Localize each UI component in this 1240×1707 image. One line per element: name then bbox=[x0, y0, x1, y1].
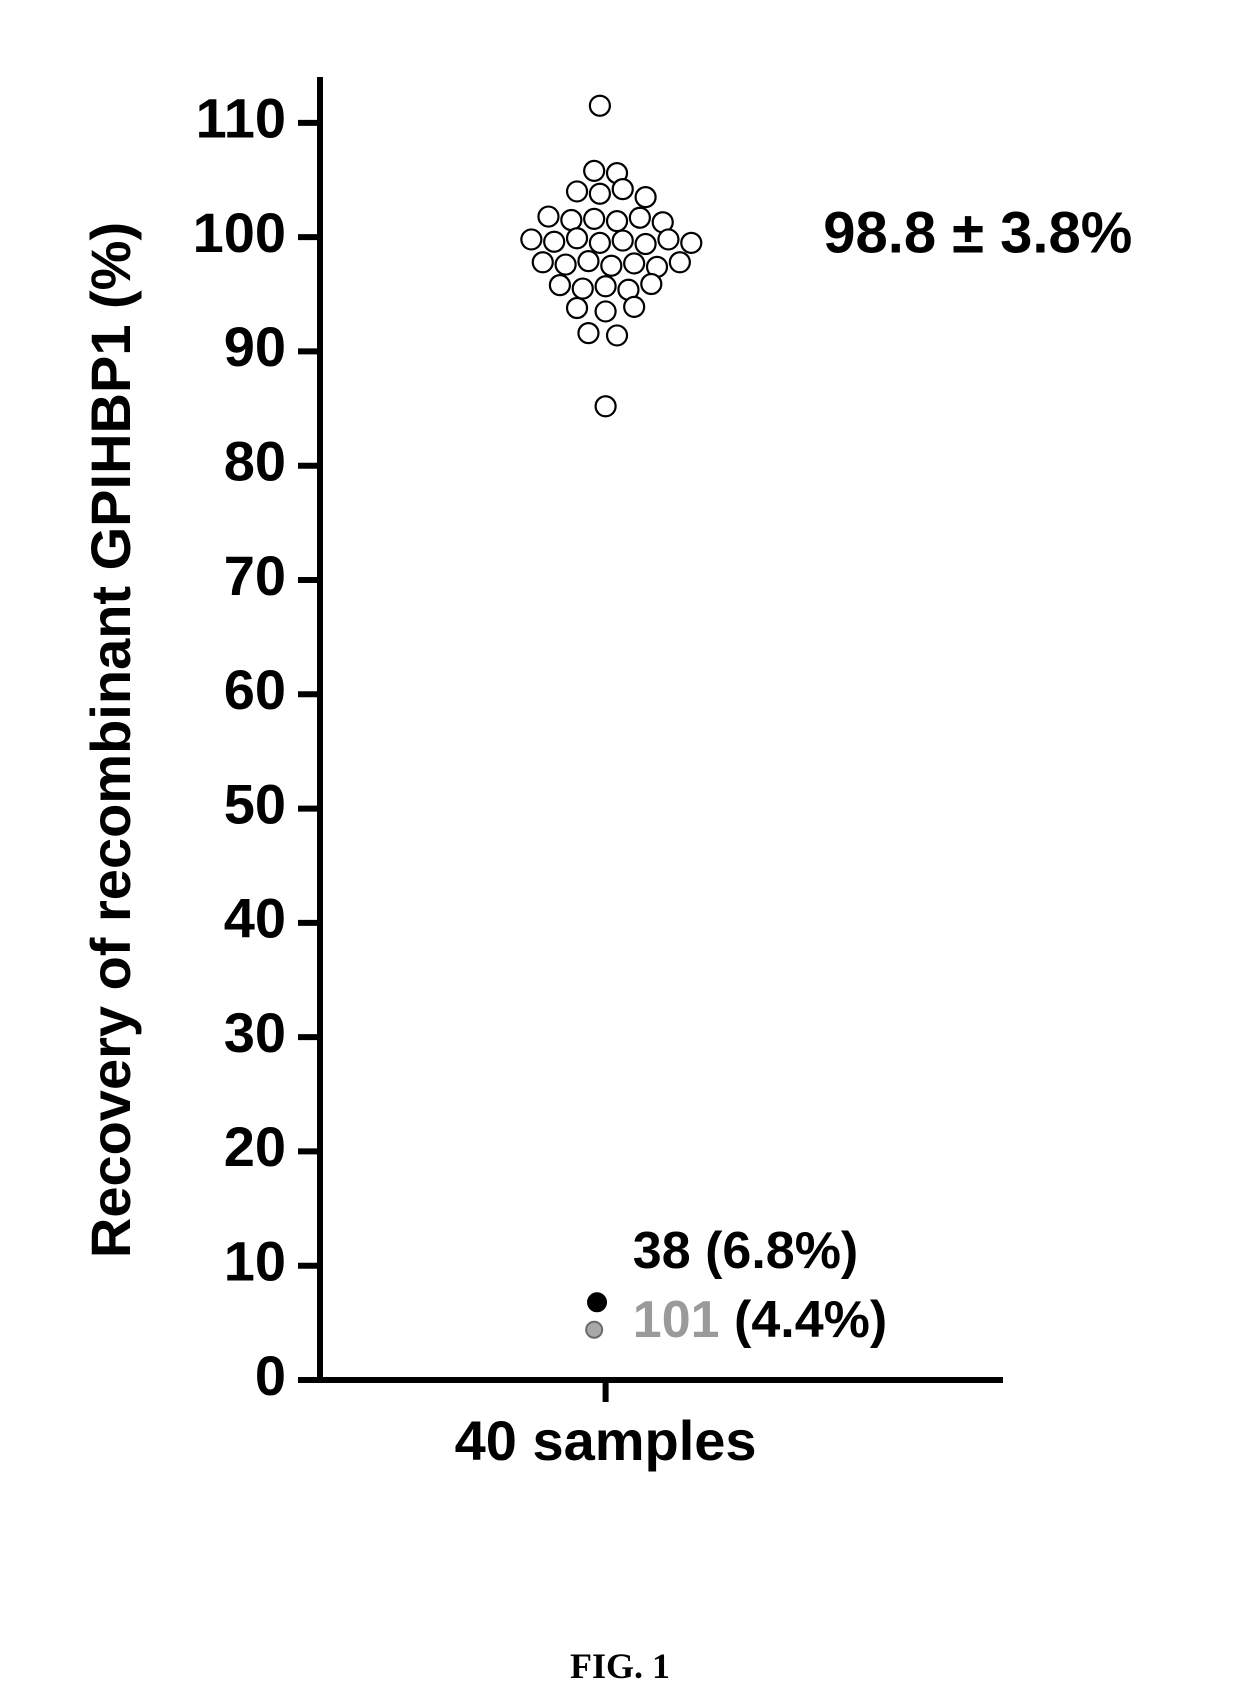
data-point bbox=[584, 209, 604, 229]
data-point bbox=[584, 161, 604, 181]
svg-text:30: 30 bbox=[224, 1001, 286, 1064]
svg-text:20: 20 bbox=[224, 1115, 286, 1178]
data-point bbox=[590, 184, 610, 204]
data-point bbox=[596, 301, 616, 321]
data-point bbox=[550, 275, 570, 295]
chart-svg: 0 10 20 30 40 50 60 70 80 90 100 110 40 samples Recov… bbox=[60, 60, 1180, 1500]
svg-text:60: 60 bbox=[224, 658, 286, 721]
svg-text:40: 40 bbox=[224, 887, 286, 950]
data-point bbox=[636, 187, 656, 207]
svg-text:100: 100 bbox=[193, 201, 286, 264]
svg-text:90: 90 bbox=[224, 315, 286, 378]
data-point bbox=[567, 298, 587, 318]
data-point bbox=[596, 276, 616, 296]
svg-text:80: 80 bbox=[224, 430, 286, 493]
data-point bbox=[544, 232, 564, 252]
chart-annotation-compound: 101 (4.4%) bbox=[633, 1291, 887, 1349]
chart-annotation: 98.8 ± 3.8% bbox=[823, 200, 1132, 265]
data-point bbox=[538, 207, 558, 227]
data-point bbox=[636, 234, 656, 254]
data-point bbox=[567, 181, 587, 201]
outlier-point bbox=[586, 1322, 602, 1338]
data-point bbox=[630, 208, 650, 228]
svg-text:50: 50 bbox=[224, 772, 286, 835]
svg-text:0: 0 bbox=[255, 1344, 286, 1407]
outlier-point bbox=[588, 1293, 606, 1311]
figure-wrapper: 0 10 20 30 40 50 60 70 80 90 100 110 40 samples Recov… bbox=[60, 60, 1180, 1560]
svg-text:110: 110 bbox=[196, 87, 286, 150]
data-point bbox=[658, 229, 678, 249]
data-point bbox=[561, 210, 581, 230]
chart-annotation: 38 (6.8%) bbox=[633, 1222, 858, 1280]
data-point bbox=[521, 229, 541, 249]
data-point bbox=[567, 228, 587, 248]
data-point bbox=[624, 253, 644, 273]
figure-caption: FIG. 1 bbox=[0, 1645, 1240, 1687]
data-point bbox=[670, 252, 690, 272]
data-point bbox=[578, 251, 598, 271]
data-point bbox=[573, 279, 593, 299]
data-point bbox=[613, 231, 633, 251]
data-point bbox=[596, 396, 616, 416]
data-point bbox=[607, 211, 627, 231]
data-point bbox=[613, 179, 633, 199]
data-point bbox=[578, 323, 598, 343]
data-point bbox=[590, 233, 610, 253]
data-point bbox=[556, 255, 576, 275]
data-point bbox=[590, 96, 610, 116]
svg-text:10: 10 bbox=[224, 1230, 286, 1293]
svg-text:Recovery of recombinant GPIHBP: Recovery of recombinant GPIHBP1 (%) bbox=[79, 222, 142, 1258]
recovery-chart: 0 10 20 30 40 50 60 70 80 90 100 110 40 samples Recov… bbox=[60, 60, 1180, 1500]
data-point bbox=[601, 256, 621, 276]
data-point bbox=[607, 325, 627, 345]
data-point bbox=[533, 252, 553, 272]
data-point bbox=[624, 297, 644, 317]
svg-text:70: 70 bbox=[224, 544, 286, 607]
data-point bbox=[681, 233, 701, 253]
data-point bbox=[641, 274, 661, 294]
svg-text:40 samples: 40 samples bbox=[455, 1409, 757, 1472]
